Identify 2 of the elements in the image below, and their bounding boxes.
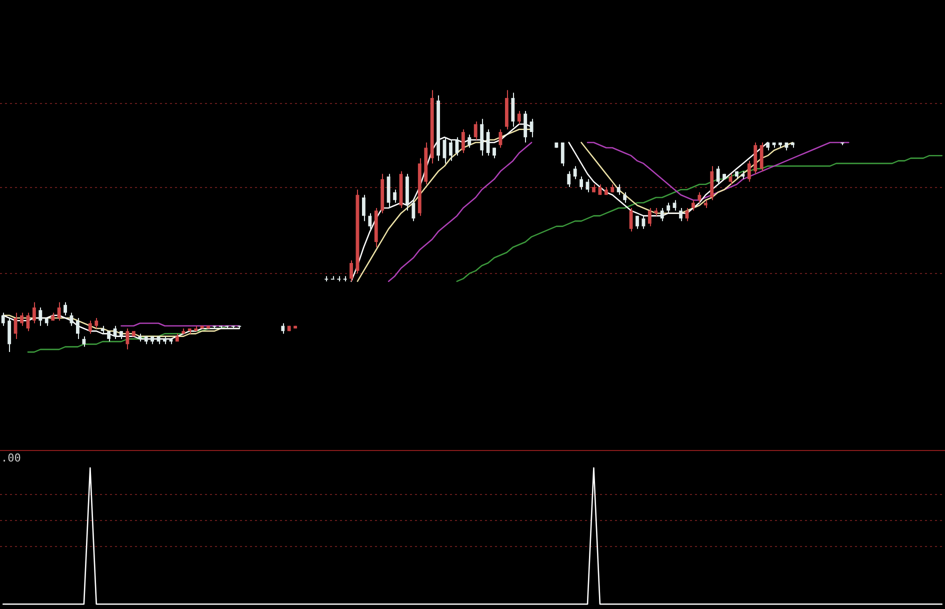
text: .00 xyxy=(1,451,21,464)
candlestick xyxy=(330,276,334,280)
